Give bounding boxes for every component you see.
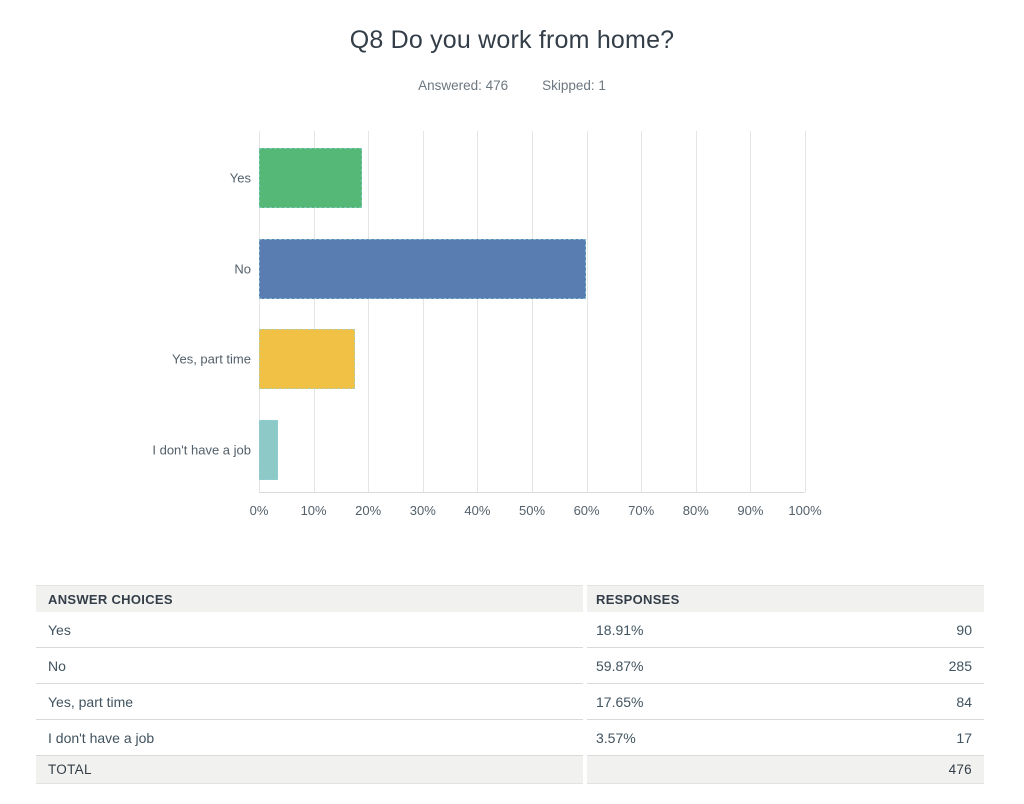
x-tick-label: 10% — [300, 503, 327, 518]
bar-row — [259, 222, 805, 312]
gridline — [477, 131, 479, 492]
table-header-row: ANSWER CHOICES RESPONSES — [36, 585, 984, 612]
total-label: TOTAL — [36, 756, 583, 784]
bar-row — [259, 312, 805, 402]
responses-cell: 17.65% 84 — [587, 684, 984, 720]
x-tick-label: 40% — [464, 503, 491, 518]
total-count: 476 — [948, 762, 972, 777]
table-row: I don't have a job 3.57% 17 — [36, 720, 984, 756]
gridline — [368, 131, 370, 492]
gridline — [641, 131, 643, 492]
table-total-row: TOTAL 476 — [36, 756, 984, 784]
x-tick-label: 20% — [355, 503, 382, 518]
gridline — [586, 131, 588, 492]
question-title: Q8 Do you work from home? — [349, 26, 675, 54]
response-count: 17 — [956, 729, 972, 746]
x-tick-label: 30% — [409, 503, 436, 518]
answer-choices-header: ANSWER CHOICES — [36, 585, 583, 612]
response-percent: 3.57% — [596, 729, 636, 746]
bar-row — [259, 403, 805, 493]
gridline — [259, 131, 260, 492]
gridline — [422, 131, 424, 492]
x-tick-label: 90% — [737, 503, 764, 518]
response-count: 84 — [956, 693, 972, 710]
gridline — [532, 131, 533, 492]
x-tick-label: 60% — [573, 503, 600, 518]
response-percent: 59.87% — [596, 657, 644, 674]
answer-choice-cell: No — [36, 648, 583, 684]
x-tick-label: 80% — [682, 503, 709, 518]
bar-no — [259, 238, 586, 299]
category-label: No — [234, 261, 251, 276]
gridline — [313, 131, 315, 492]
x-tick-label: 100% — [788, 503, 822, 518]
table-row: No 59.87% 285 — [36, 648, 984, 684]
plot-area — [259, 131, 806, 493]
responses-header: RESPONSES — [587, 585, 984, 612]
response-percent: 18.91% — [596, 621, 644, 638]
responses-cell: 59.87% 285 — [587, 648, 984, 684]
response-meta: Answered: 476 Skipped: 1 — [0, 78, 1024, 93]
response-count: 90 — [956, 621, 972, 638]
category-label: Yes, part time — [171, 351, 251, 367]
gridline — [805, 131, 806, 492]
category-label: Yes — [229, 170, 251, 186]
answered-count: Answered: 476 — [418, 78, 509, 93]
table-body: Yes 18.91% 90 No 59.87% 285 Yes, part time 17.6… — [36, 612, 984, 756]
x-tick-label: 50% — [518, 503, 546, 518]
table-row: Yes, part time 17.65% 84 — [36, 684, 984, 720]
percent-axis: 0% 10% 20% 30% 40% 50% 60% 70% 80% 90% 100% — [250, 503, 822, 521]
gridline — [750, 131, 752, 492]
skipped-count: Skipped: 1 — [542, 78, 606, 93]
table-row: Yes 18.91% 90 — [36, 612, 984, 648]
bar-yes — [259, 148, 363, 208]
bar-yes-part-time — [259, 329, 356, 389]
answer-choice-cell: Yes — [36, 612, 583, 648]
response-count: 285 — [948, 657, 972, 674]
results-table: ANSWER CHOICES RESPONSES Yes 18.91% 90 No 59… — [36, 585, 984, 784]
x-tick-label: 70% — [628, 503, 655, 518]
bar-row — [259, 131, 805, 221]
answer-choice-cell: Yes, part time — [36, 684, 583, 720]
gridline — [695, 131, 697, 492]
responses-cell: 3.57% 17 — [587, 720, 984, 756]
bar-i-don-t-have-a-job — [259, 419, 279, 480]
response-percent: 17.65% — [596, 693, 644, 710]
category-label: I don't have a job — [152, 442, 251, 457]
answer-choice-cell: I don't have a job — [36, 720, 583, 756]
responses-cell: 18.91% 90 — [587, 612, 984, 648]
x-tick-label: 0% — [249, 503, 269, 518]
bar-chart: Yes No Yes, part time I don't have a job 0%… — [152, 131, 822, 521]
